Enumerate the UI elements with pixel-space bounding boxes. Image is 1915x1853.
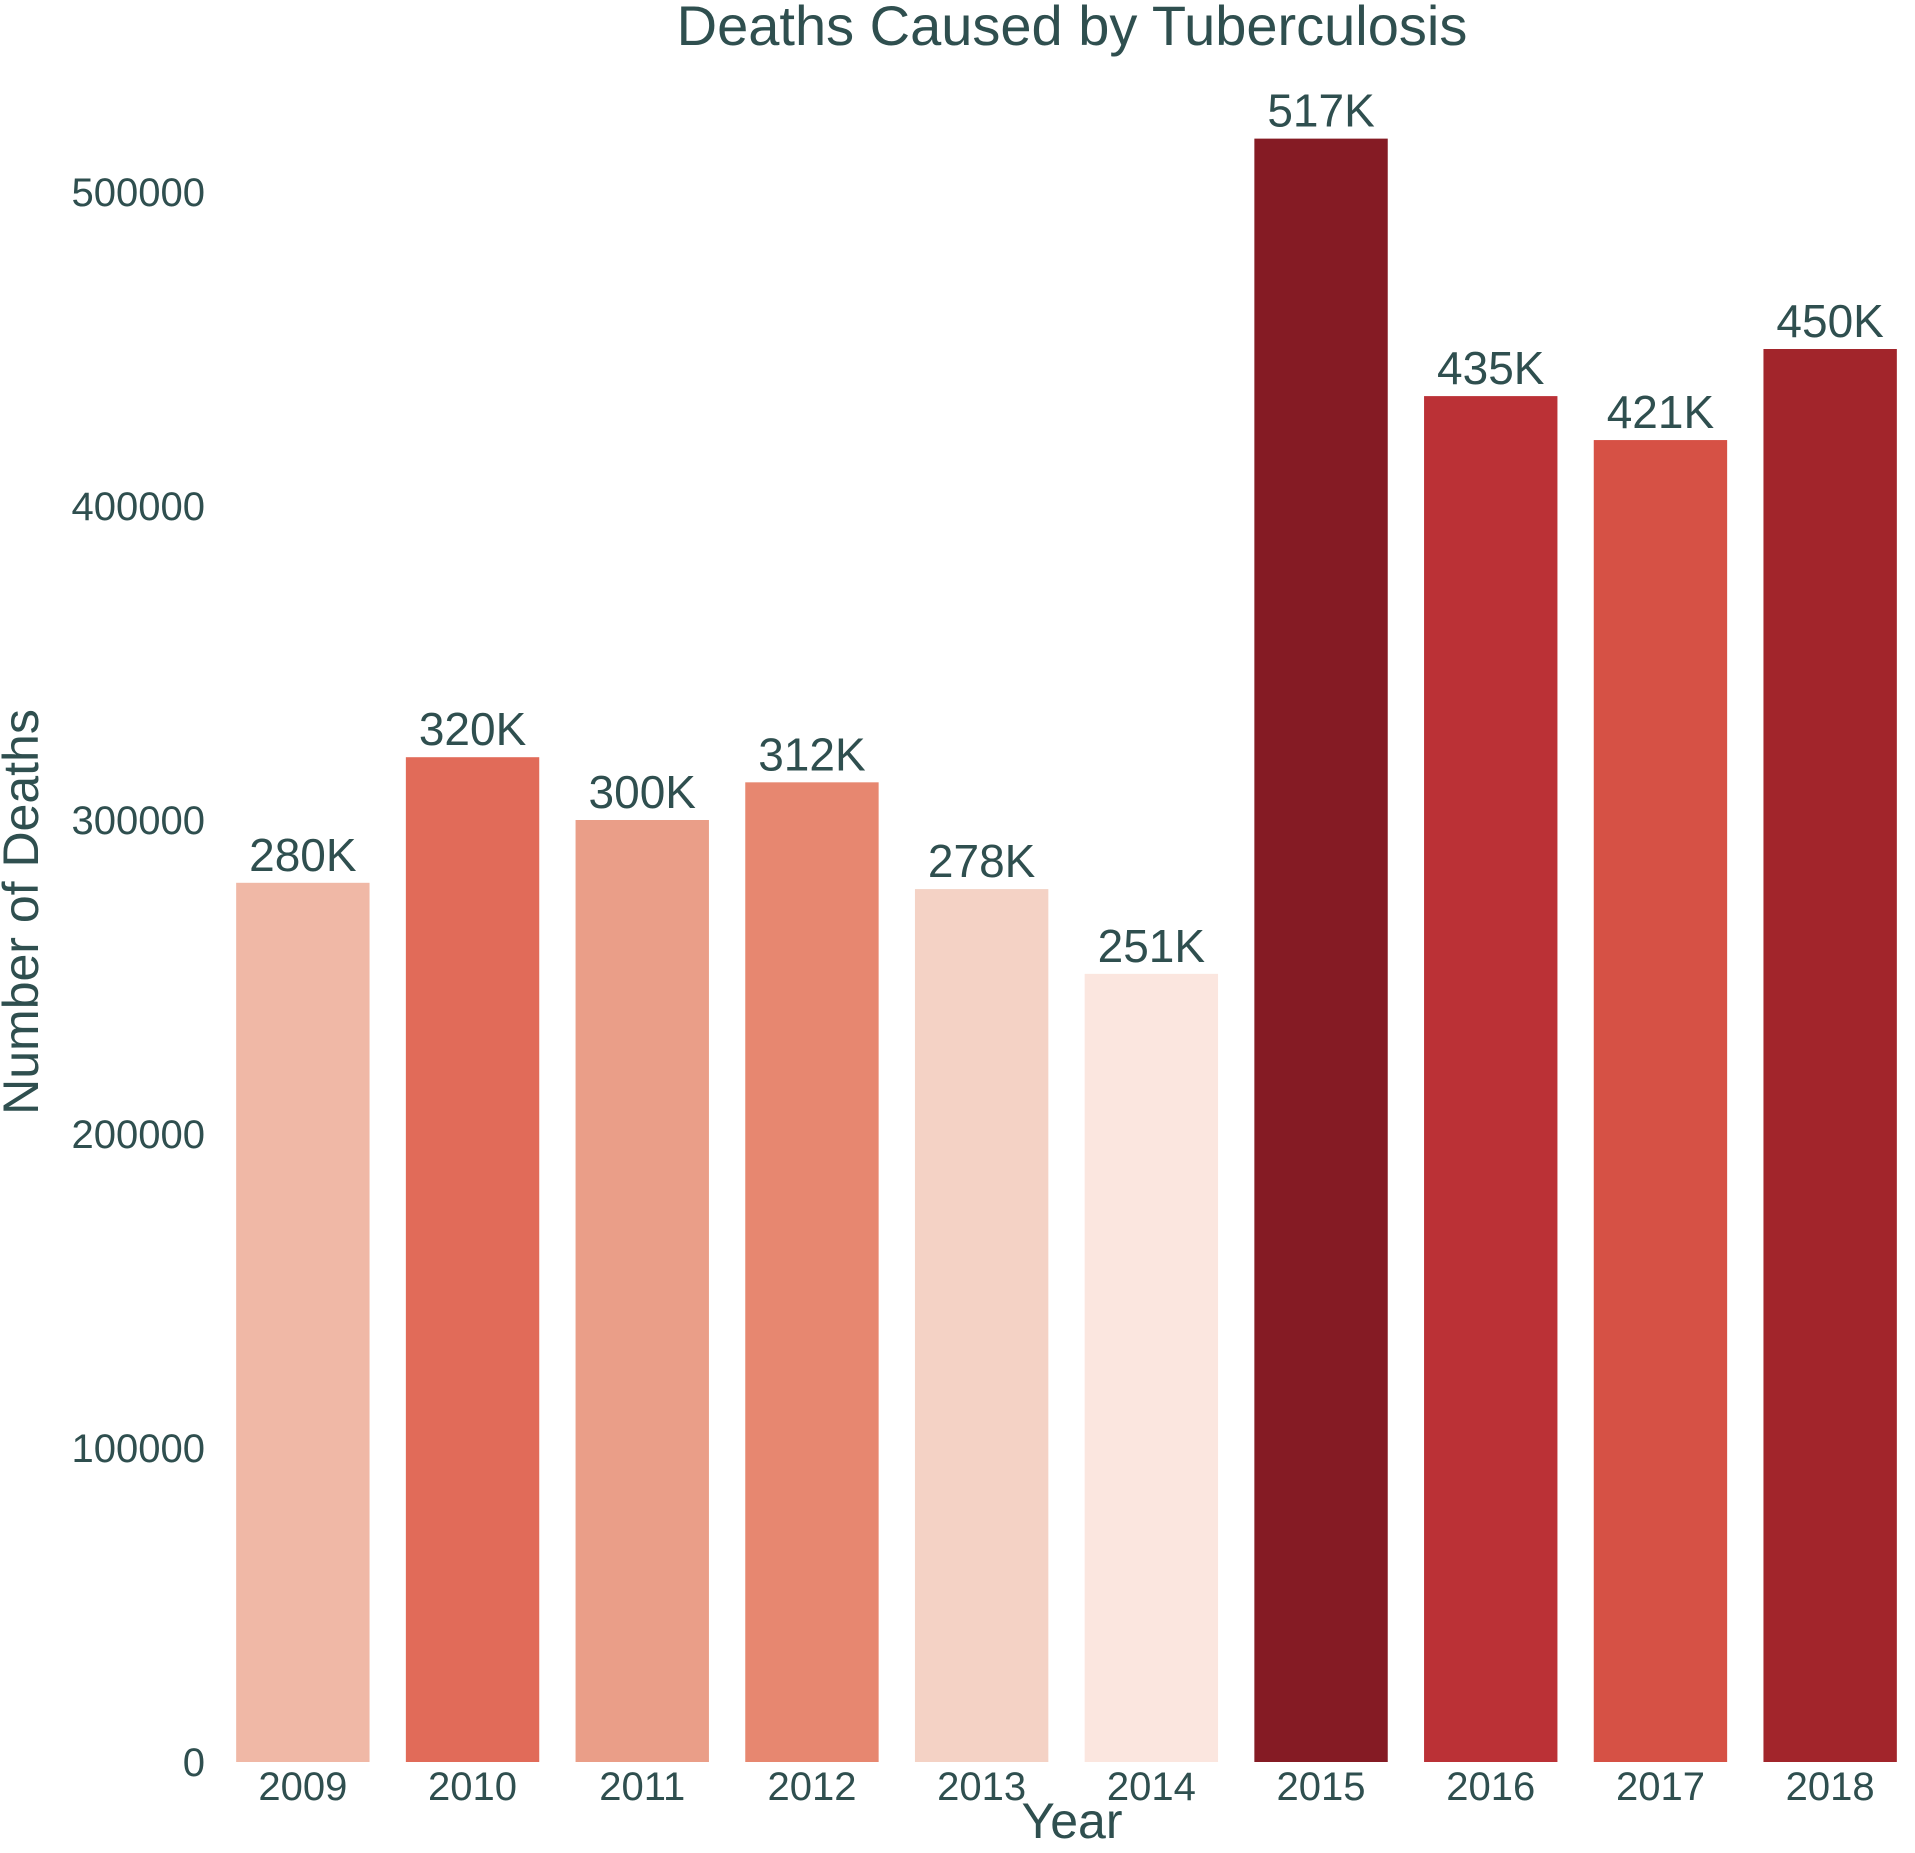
bar-2010 <box>405 757 540 1762</box>
x-tick-label-2017: 2017 <box>1616 1765 1705 1809</box>
y-tick-label: 100000 <box>72 1427 205 1471</box>
bar-2012 <box>745 782 879 1762</box>
bar-2009 <box>236 882 370 1762</box>
bar-2015 <box>1254 138 1388 1762</box>
data-label-2012: 312K <box>758 728 866 780</box>
y-tick-label: 0 <box>183 1741 205 1785</box>
y-axis-label: Number of Deaths <box>0 709 49 1115</box>
bars-group <box>236 138 1897 1763</box>
data-label-2010: 320K <box>419 703 527 755</box>
y-axis-ticks: 0 100000 200000 300000 400000 500000 <box>72 171 205 1785</box>
x-tick-label-2010: 2010 <box>428 1765 517 1809</box>
x-tick-label-2009: 2009 <box>258 1765 347 1809</box>
data-label-2016: 435K <box>1437 342 1545 394</box>
y-tick-label: 300000 <box>72 799 205 843</box>
bar-2014 <box>1084 973 1219 1762</box>
x-axis-ticks: 2009 2010 2011 2012 2013 2014 2015 2016 2017 2018 <box>258 1765 1874 1809</box>
x-tick-label-2013: 2013 <box>937 1765 1026 1809</box>
x-tick-label-2018: 2018 <box>1786 1765 1875 1809</box>
data-label-2017: 421K <box>1607 386 1715 438</box>
x-axis-label: Year <box>1021 1793 1122 1849</box>
x-tick-label-2012: 2012 <box>767 1765 856 1809</box>
data-label-2014: 251K <box>1098 920 1206 972</box>
data-label-2015: 517K <box>1267 85 1375 137</box>
data-label-2009: 280K <box>249 829 357 881</box>
bar-2011 <box>575 820 709 1762</box>
bar-2018 <box>1763 349 1897 1762</box>
y-tick-label: 500000 <box>72 171 205 215</box>
data-labels-group: 280K 320K 300K 312K 278K 251K 517K 435K 421K 450K <box>249 85 1884 972</box>
x-tick-label-2016: 2016 <box>1446 1765 1535 1809</box>
data-label-2011: 300K <box>589 766 697 818</box>
bar-2013 <box>914 889 1049 1762</box>
x-tick-label-2014: 2014 <box>1107 1765 1196 1809</box>
y-tick-label: 400000 <box>72 485 205 529</box>
x-tick-label-2015: 2015 <box>1277 1765 1366 1809</box>
y-tick-label: 200000 <box>72 1113 205 1157</box>
data-label-2013: 278K <box>928 835 1036 887</box>
bar-2016 <box>1424 396 1558 1763</box>
data-label-2018: 450K <box>1776 295 1884 347</box>
chart-title: Deaths Caused by Tuberculosis <box>677 0 1468 57</box>
x-tick-label-2011: 2011 <box>599 1765 685 1809</box>
bar-2017 <box>1593 440 1728 1762</box>
